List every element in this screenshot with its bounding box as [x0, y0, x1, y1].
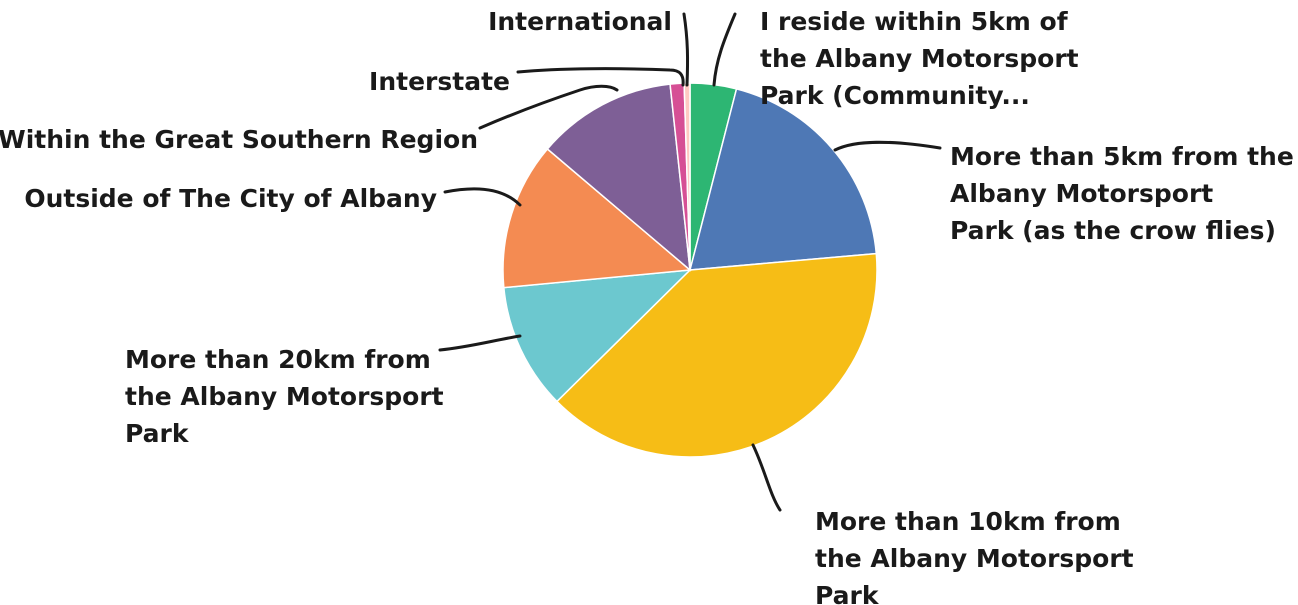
slice-label-2: More than 5km from the Albany Motorsport P… — [950, 142, 1294, 245]
slice-label-line: More than 5km from the — [950, 142, 1294, 171]
pie-slice-4 — [503, 269, 693, 403]
slice-label-line: the Albany Motorsport — [760, 44, 1079, 73]
slice-label-line: More than 20km from — [125, 345, 431, 374]
pie-slices — [502, 82, 878, 458]
slice-label-6: Within the Great Southern Region — [0, 125, 478, 154]
slice-label-line: More than 10km from — [815, 507, 1121, 536]
slice-label-line: the Albany Motorsport — [125, 382, 444, 411]
leader-line-5 — [443, 187, 522, 207]
leader-line-1 — [712, 12, 737, 87]
leader-line-3 — [751, 443, 782, 512]
slice-label-3: More than 10km from the Albany Motorsport… — [815, 507, 1134, 605]
slice-label-line: Park — [815, 581, 880, 605]
leader-lines — [438, 12, 942, 512]
slice-label-line: the Albany Motorsport — [815, 544, 1134, 573]
slice-labels: I reside within 5km of the Albany Motorsp… — [0, 7, 1294, 605]
leader-line-7 — [516, 67, 685, 87]
slice-label-line: International — [488, 7, 672, 36]
slice-label-5: Outside of The City of Albany — [24, 184, 437, 213]
leader-line-8 — [682, 12, 690, 87]
slice-label-line: Park (as the crow flies) — [950, 216, 1276, 245]
pie-slice-3 — [555, 252, 878, 458]
slice-label-line: Park (Community... — [760, 81, 1030, 110]
slice-label-1: I reside within 5km of the Albany Motorsp… — [760, 7, 1079, 110]
slice-label-line: Park — [125, 419, 190, 448]
pie-slice-5 — [502, 147, 692, 289]
leader-line-2 — [833, 140, 942, 152]
slice-label-line: Within the Great Southern Region — [0, 125, 478, 154]
leader-line-6 — [478, 84, 619, 130]
slice-label-line: Albany Motorsport — [950, 179, 1213, 208]
pie-slice-6 — [546, 83, 691, 272]
slice-label-8: International — [488, 7, 672, 36]
slice-label-line: Interstate — [369, 67, 510, 96]
slice-label-7: Interstate — [369, 67, 510, 96]
slice-label-line: Outside of The City of Albany — [24, 184, 437, 213]
slice-label-line: I reside within 5km of — [760, 7, 1069, 36]
pie-slice-2 — [689, 87, 878, 271]
slice-label-4: More than 20km from the Albany Motorsport… — [125, 345, 444, 448]
leader-line-4 — [438, 334, 522, 352]
